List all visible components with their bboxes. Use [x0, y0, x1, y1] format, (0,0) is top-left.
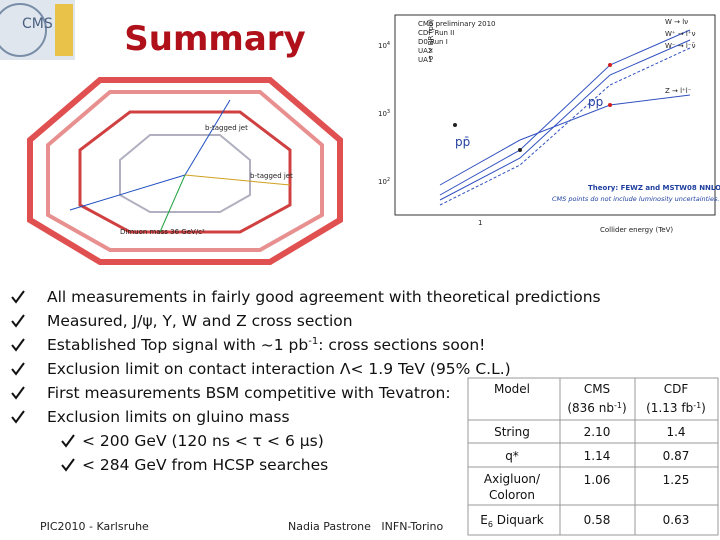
check-bullet — [11, 290, 25, 304]
legend-entry: UA2 — [418, 47, 432, 55]
y-axis-label: σ × BR (pb) — [427, 19, 435, 60]
plot-frame — [394, 14, 716, 216]
table-cell: Coloron — [489, 488, 535, 502]
event-label: b-tagged jet — [205, 124, 248, 132]
check-bullet — [11, 338, 25, 352]
track — [69, 174, 186, 211]
table-cell: E6 Diquark — [480, 513, 544, 529]
plot-note: Theory: FEWZ and MSTW08 NNLO PDFs — [588, 184, 720, 192]
point — [518, 148, 522, 152]
ring — [46, 90, 324, 252]
curve — [439, 39, 691, 201]
table-header: (1.13 fb-1) — [646, 401, 706, 415]
curve — [439, 29, 691, 196]
curve — [439, 94, 691, 186]
event-label: Dimuon mass 36 GeV/c² — [120, 228, 205, 236]
track — [159, 174, 186, 233]
legend-entry: CDF Run II — [418, 29, 454, 37]
check-bullet — [11, 386, 25, 400]
table-cell: String — [494, 425, 530, 439]
bullet-text: Established Top signal with ~1 pb-1: cro… — [47, 336, 485, 354]
check-bullet — [11, 410, 25, 424]
ring — [27, 77, 343, 265]
curve-label: W → lν — [665, 18, 688, 26]
legend: CMS preliminary 2010 CDF Run II D0 Run I… — [418, 20, 496, 64]
sub-bullet-text: < 200 GeV (120 ns < τ < 6 μs) — [82, 432, 324, 450]
table-cell: 1.14 — [584, 449, 611, 463]
y-tick-label: 104 — [378, 41, 390, 50]
cross-section-plot: σ × BR (pb) Collider energy (TeV) 102 10… — [378, 14, 720, 234]
plot-note: CMS points do not include luminosity unc… — [552, 195, 719, 203]
logo-stripe — [55, 4, 73, 56]
table-cell: Axigluon/ — [484, 472, 541, 486]
beam-label: pp̄ — [455, 135, 470, 149]
beam-label: pp — [588, 95, 603, 109]
legend-entry: UA1 — [418, 56, 432, 64]
table-cell: 1.4 — [666, 425, 685, 439]
table-header: Model — [494, 382, 530, 396]
point — [608, 103, 612, 107]
event-label: b-tagged jet — [250, 172, 293, 180]
legend-entry: CMS preliminary 2010 — [418, 20, 496, 28]
point — [608, 63, 612, 67]
bullet-text: Exclusion limit on contact interaction Λ… — [47, 360, 511, 378]
bullet-list: All measurements in fairly good agreemen… — [11, 288, 601, 474]
sub-bullet-text: < 284 GeV from HCSP searches — [82, 456, 328, 474]
x-axis-label: Collider energy (TeV) — [600, 226, 673, 234]
bullet-text: First measurements BSM competitive with … — [47, 384, 451, 402]
check-bullet — [61, 434, 75, 448]
check-bullet — [11, 362, 25, 376]
legend-entry: D0 Run I — [418, 38, 448, 46]
table-cell: 0.63 — [663, 513, 690, 527]
event-display: b-tagged jet b-tagged jet Dimuon mass 36… — [0, 75, 370, 265]
table-header: CDF — [664, 382, 689, 396]
ring — [78, 110, 292, 234]
logo: CMS — [22, 16, 53, 32]
y-tick-label: 103 — [378, 109, 390, 118]
check-bullet — [61, 458, 75, 472]
limits-table: Model CMS (836 nb-1) CDF (1.13 fb-1) Str… — [467, 377, 719, 536]
curve-label: W⁻ → l⁻ν̄ — [665, 42, 696, 50]
table-frame — [467, 377, 719, 536]
curve-label: Z → l⁺l⁻ — [665, 87, 692, 95]
table-cell: 2.10 — [584, 425, 611, 439]
x-tick-label: 1 — [478, 219, 482, 227]
ring — [119, 134, 251, 213]
logo-ring — [0, 3, 47, 57]
bullet-text: Exclusion limits on gluino mass — [47, 408, 290, 426]
footer-left: PIC2010 - Karlsruhe — [40, 520, 149, 533]
table-cell: 1.06 — [584, 473, 611, 487]
table-cell: 1.25 — [663, 473, 690, 487]
point — [453, 123, 457, 127]
table-cell: 0.58 — [584, 513, 611, 527]
y-tick-label: 102 — [378, 177, 390, 186]
title: Summary — [124, 19, 305, 59]
bullet-text: All measurements in fairly good agreemen… — [47, 288, 601, 306]
track — [184, 99, 231, 176]
bullet-text: Measured, J/ψ, Υ, W and Z cross section — [47, 312, 353, 330]
curve-label: W⁺ → l⁺ν — [665, 30, 696, 38]
footer-right: Nadia Pastrone INFN-Torino — [288, 520, 444, 533]
track — [184, 174, 291, 186]
table-cell: q* — [505, 449, 519, 463]
table-header: (836 nb-1) — [567, 401, 626, 415]
table-cell: 0.87 — [663, 449, 690, 463]
table-header: CMS — [584, 382, 610, 396]
check-bullet — [11, 314, 25, 328]
